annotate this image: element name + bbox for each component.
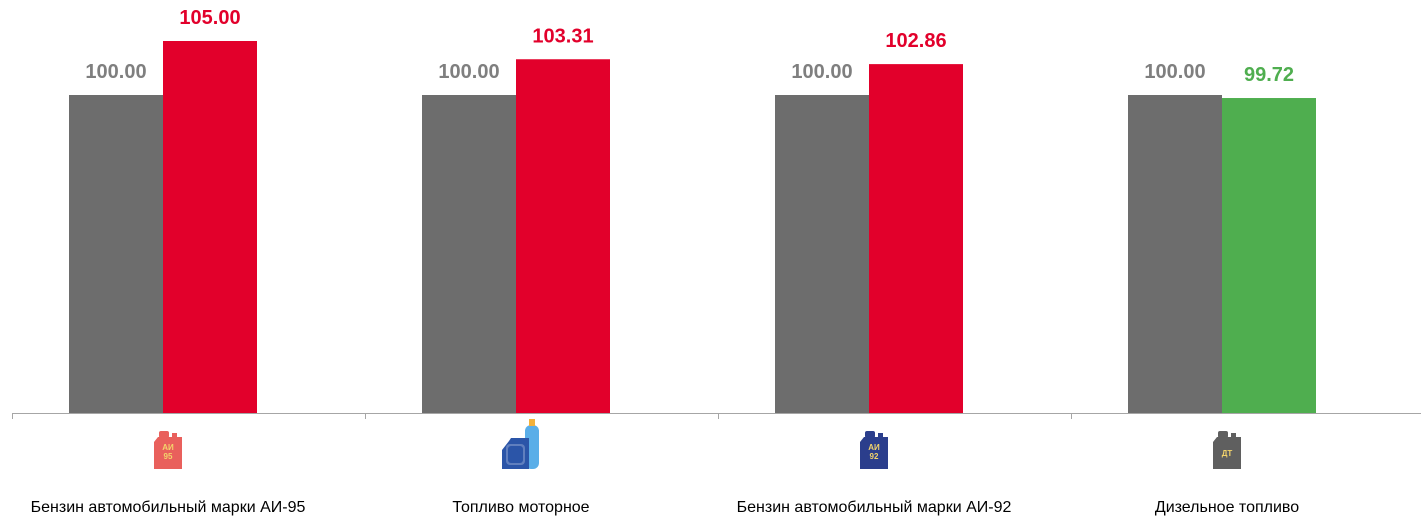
category-label-4: Дизельное топливо (1155, 499, 1299, 516)
value-label-base-4: 100.00 (1144, 61, 1205, 83)
icon-text: ДТ (1222, 449, 1233, 458)
category-labels-layer: Бензин автомобильный марки АИ-95 Топливо … (31, 499, 1300, 516)
bar-current-1 (163, 41, 257, 413)
bar-base-3 (775, 95, 869, 413)
icon-text: 95 (164, 452, 173, 461)
icon-text: 92 (870, 452, 879, 461)
bar-current-3 (869, 64, 963, 413)
bar-base-1 (69, 95, 163, 413)
value-labels-layer: 100.00 105.00 100.00 103.31 100.00 102.86 100.… (85, 7, 1294, 86)
icon-text: АИ (868, 443, 880, 452)
bar-base-2 (422, 95, 516, 413)
value-label-current-4: 99.72 (1244, 64, 1294, 86)
bar-current-2 (516, 59, 610, 413)
value-label-current-2: 103.31 (532, 25, 593, 47)
value-label-base-2: 100.00 (438, 61, 499, 83)
canister-dt-icon: ДТ (1213, 431, 1241, 469)
x-axis (12, 413, 1421, 419)
bar-base-4 (1128, 95, 1222, 413)
category-label-3: Бензин автомобильный марки АИ-92 (737, 499, 1012, 516)
bar-current-4 (1222, 98, 1316, 414)
bars-layer (69, 41, 1316, 414)
value-label-current-3: 102.86 (885, 30, 946, 52)
category-label-2: Топливо моторное (452, 499, 589, 516)
icon-text: АИ (162, 443, 174, 452)
value-label-current-1: 105.00 (179, 7, 240, 29)
category-label-1: Бензин автомобильный марки АИ-95 (31, 499, 306, 516)
value-label-base-3: 100.00 (791, 61, 852, 83)
gas-canister-cylinder-icon (502, 419, 539, 469)
value-label-base-1: 100.00 (85, 61, 146, 83)
